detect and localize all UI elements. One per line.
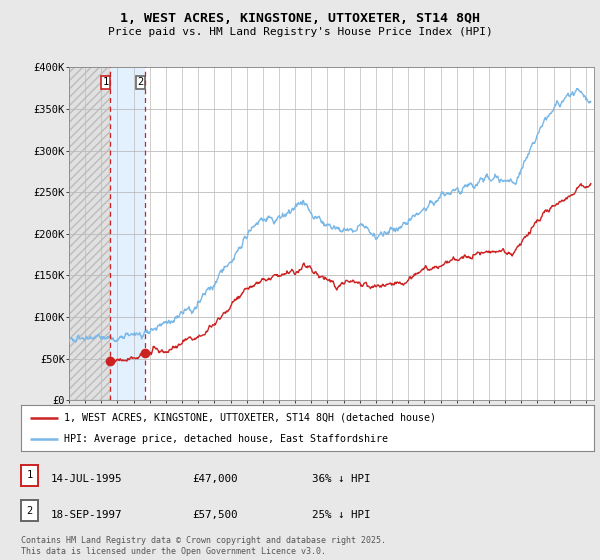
Text: 1, WEST ACRES, KINGSTONE, UTTOXETER, ST14 8QH (detached house): 1, WEST ACRES, KINGSTONE, UTTOXETER, ST1… bbox=[64, 413, 436, 423]
Text: Price paid vs. HM Land Registry's House Price Index (HPI): Price paid vs. HM Land Registry's House … bbox=[107, 27, 493, 37]
Text: £47,000: £47,000 bbox=[192, 474, 238, 484]
Text: 14-JUL-1995: 14-JUL-1995 bbox=[51, 474, 122, 484]
Text: 1: 1 bbox=[26, 470, 32, 480]
Bar bbox=[110, 67, 145, 400]
Text: 18-SEP-1997: 18-SEP-1997 bbox=[51, 510, 122, 520]
Text: 1, WEST ACRES, KINGSTONE, UTTOXETER, ST14 8QH: 1, WEST ACRES, KINGSTONE, UTTOXETER, ST1… bbox=[120, 12, 480, 25]
Text: 36% ↓ HPI: 36% ↓ HPI bbox=[312, 474, 371, 484]
Text: Contains HM Land Registry data © Crown copyright and database right 2025.
This d: Contains HM Land Registry data © Crown c… bbox=[21, 536, 386, 556]
Text: 2: 2 bbox=[137, 77, 144, 87]
Text: 1: 1 bbox=[103, 77, 109, 87]
Text: HPI: Average price, detached house, East Staffordshire: HPI: Average price, detached house, East… bbox=[64, 435, 388, 444]
Text: 25% ↓ HPI: 25% ↓ HPI bbox=[312, 510, 371, 520]
Text: 2: 2 bbox=[26, 506, 32, 516]
Text: £57,500: £57,500 bbox=[192, 510, 238, 520]
